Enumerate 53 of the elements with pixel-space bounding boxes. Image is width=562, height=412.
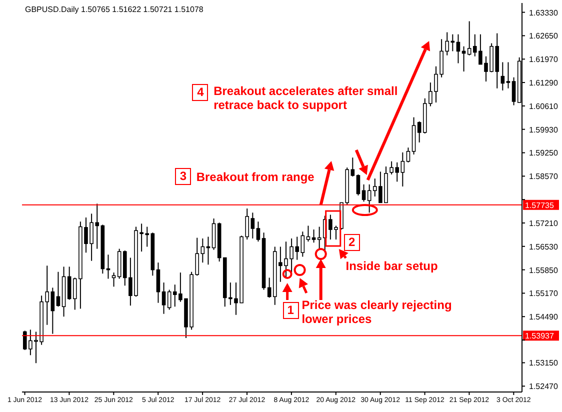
y-tick-label: 1.56530 bbox=[529, 242, 558, 252]
annotation: Inside bar setup bbox=[346, 259, 439, 273]
candlestick bbox=[512, 76, 516, 106]
candlestick bbox=[306, 225, 310, 242]
y-tick-label: 1.60610 bbox=[529, 102, 558, 111]
candlestick bbox=[50, 287, 55, 334]
candlestick bbox=[500, 62, 505, 91]
candlestick bbox=[67, 266, 72, 300]
candlestick bbox=[300, 231, 305, 258]
candlestick bbox=[156, 262, 160, 304]
candlestick bbox=[456, 34, 460, 64]
annotation: 2 bbox=[344, 234, 360, 251]
y-tick-label: 1.52470 bbox=[529, 382, 558, 392]
y-tick-label: 1.57210 bbox=[529, 218, 558, 228]
y-tick-label: 1.55170 bbox=[529, 289, 558, 298]
candlestick bbox=[356, 174, 360, 196]
annotation: 4 bbox=[192, 84, 208, 101]
candlestick bbox=[112, 272, 116, 288]
candlestick bbox=[267, 277, 272, 298]
candlestick bbox=[167, 289, 172, 310]
candlestick bbox=[162, 282, 166, 314]
annotation: Price was clearly rejecting lower prices bbox=[302, 298, 453, 326]
chart-title: GBPUSD.Daily 1.50765 1.51622 1.50721 1.51078 bbox=[25, 5, 204, 14]
y-tick-label: 1.58570 bbox=[529, 172, 558, 182]
ref-line-label: 1.53937 bbox=[525, 332, 554, 341]
candlestick bbox=[362, 184, 366, 202]
candlestick bbox=[417, 120, 422, 143]
candlestick bbox=[312, 229, 316, 244]
y-tick-label: 1.59930 bbox=[529, 125, 558, 134]
y-tick-label: 1.61970 bbox=[529, 55, 558, 64]
y-tick-label: 1.55850 bbox=[529, 266, 558, 275]
candlestick bbox=[506, 62, 510, 89]
candlestick bbox=[200, 238, 205, 264]
candlestick bbox=[367, 184, 372, 214]
candlestick bbox=[256, 221, 260, 242]
candlestick bbox=[250, 212, 255, 239]
annotation: 3 bbox=[175, 168, 192, 185]
y-tick-label: 1.63330 bbox=[529, 8, 558, 18]
ref-line-label: 1.57735 bbox=[525, 200, 554, 210]
candlestick bbox=[350, 157, 355, 177]
y-tick-label: 1.62650 bbox=[529, 32, 558, 41]
candlestick bbox=[467, 20, 472, 56]
candlestick bbox=[400, 152, 405, 187]
candlestick bbox=[406, 147, 410, 163]
y-tick-label: 1.61290 bbox=[529, 78, 558, 88]
annotation: 1 bbox=[282, 302, 299, 319]
annotation: Breakout from range bbox=[196, 170, 316, 184]
annotation: Breakout accelerates after small retrace back to support bbox=[214, 84, 399, 112]
candlestick bbox=[317, 226, 322, 250]
y-tick-label: 1.59250 bbox=[529, 148, 558, 158]
candlestick bbox=[56, 271, 60, 308]
y-tick-label: 1.53150 bbox=[529, 358, 558, 368]
y-tick-label: 1.54490 bbox=[529, 312, 558, 322]
